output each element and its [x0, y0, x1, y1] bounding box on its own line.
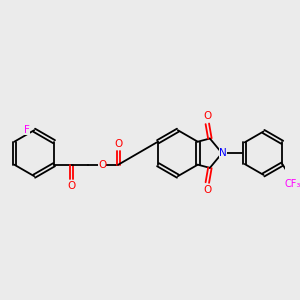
Text: N: N [219, 148, 226, 158]
Text: O: O [98, 160, 106, 170]
Text: O: O [68, 181, 76, 191]
Text: O: O [114, 139, 122, 148]
Text: F: F [24, 125, 30, 135]
Text: O: O [203, 185, 212, 195]
Text: CF₃: CF₃ [284, 179, 300, 189]
Text: O: O [203, 112, 212, 122]
